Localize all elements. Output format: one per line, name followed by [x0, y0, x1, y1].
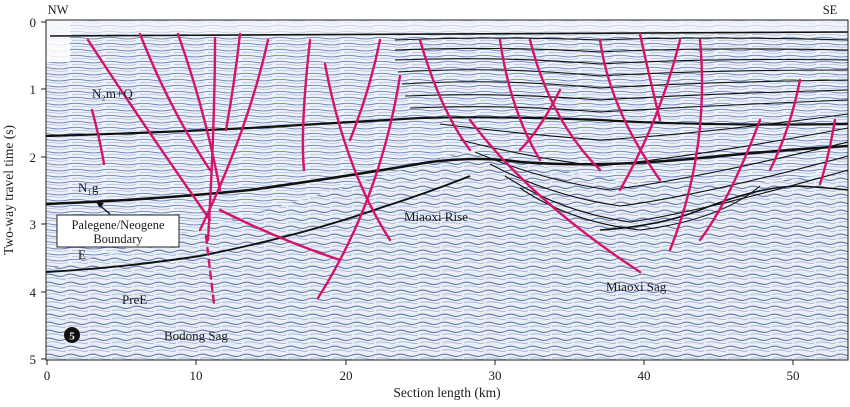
- y-axis: 0 1 2 3 4 5: [30, 15, 46, 367]
- x-tick-label: 20: [340, 368, 353, 383]
- fault: [176, 32, 222, 192]
- y-tick-label: 4: [30, 285, 37, 300]
- fault: [668, 38, 704, 252]
- fault: [818, 118, 837, 186]
- callout-box: [56, 214, 180, 248]
- plot-frame: [45, 19, 849, 361]
- badge-number: 5: [69, 331, 75, 343]
- callout-line1: Palegene/Neogene: [71, 218, 164, 232]
- fault: [528, 38, 602, 172]
- x-axis-title: Section length (km): [393, 385, 500, 400]
- x-tick-label: 10: [190, 368, 203, 383]
- figure-badge: 5: [64, 327, 80, 343]
- fault: [218, 208, 342, 262]
- fault: [498, 38, 542, 162]
- label-bodong-sag: Bodong Sag: [164, 328, 228, 343]
- fault: [301, 38, 312, 172]
- fault: [518, 88, 562, 152]
- fault: [90, 108, 106, 166]
- fault: [198, 38, 270, 232]
- horizon-t4: [46, 144, 848, 206]
- x-tick-label: 40: [638, 368, 651, 383]
- fault: [768, 78, 802, 172]
- callout-line2: Boundary: [93, 232, 143, 246]
- y-tick-label: 5: [30, 352, 37, 367]
- x-tick-label: 0: [44, 368, 51, 383]
- horizon-tg: [46, 175, 471, 273]
- unit-label-ng: N₁g: [78, 180, 99, 195]
- corner-label-nw: NW: [48, 3, 69, 17]
- fault: [618, 38, 682, 192]
- fault: [418, 38, 472, 152]
- y-tick-label: 2: [30, 150, 37, 165]
- y-tick-label: 1: [30, 82, 37, 97]
- unit-label-pree: PreE: [122, 292, 147, 307]
- x-tick-label: 50: [787, 368, 800, 383]
- boundary-callout: Palegene/Neogene Boundary: [56, 202, 180, 248]
- unit-label-e: E: [78, 247, 86, 262]
- x-tick-label: 30: [489, 368, 502, 383]
- horizon-se-deep: [599, 185, 848, 231]
- fault: [598, 38, 662, 182]
- fault: [86, 38, 212, 222]
- fault: [348, 38, 382, 142]
- callout-arrowhead: [96, 202, 104, 208]
- seafloor-horizon: [49, 31, 848, 37]
- label-miaoxi-rise: Miaoxi Rise: [404, 209, 468, 224]
- fault: [468, 118, 642, 274]
- fault: [698, 118, 762, 242]
- fault: [224, 32, 242, 132]
- corner-label-se: SE: [823, 3, 838, 17]
- label-miaoxi-sag: Miaoxi Sag: [606, 279, 667, 294]
- seismic-background: [46, 20, 848, 360]
- y-axis-title: Two-way travel time (s): [1, 125, 16, 255]
- fault-lines: [86, 32, 837, 306]
- fault: [316, 74, 402, 300]
- fault: [138, 32, 212, 172]
- y-tick-label: 0: [30, 15, 37, 30]
- fault: [323, 62, 392, 242]
- y-tick-label: 3: [30, 217, 37, 232]
- fault-dashed: [204, 234, 216, 306]
- x-axis: 0 10 20 30 40 50: [44, 360, 800, 383]
- unit-label-nmq: N₂m+Q: [92, 86, 133, 101]
